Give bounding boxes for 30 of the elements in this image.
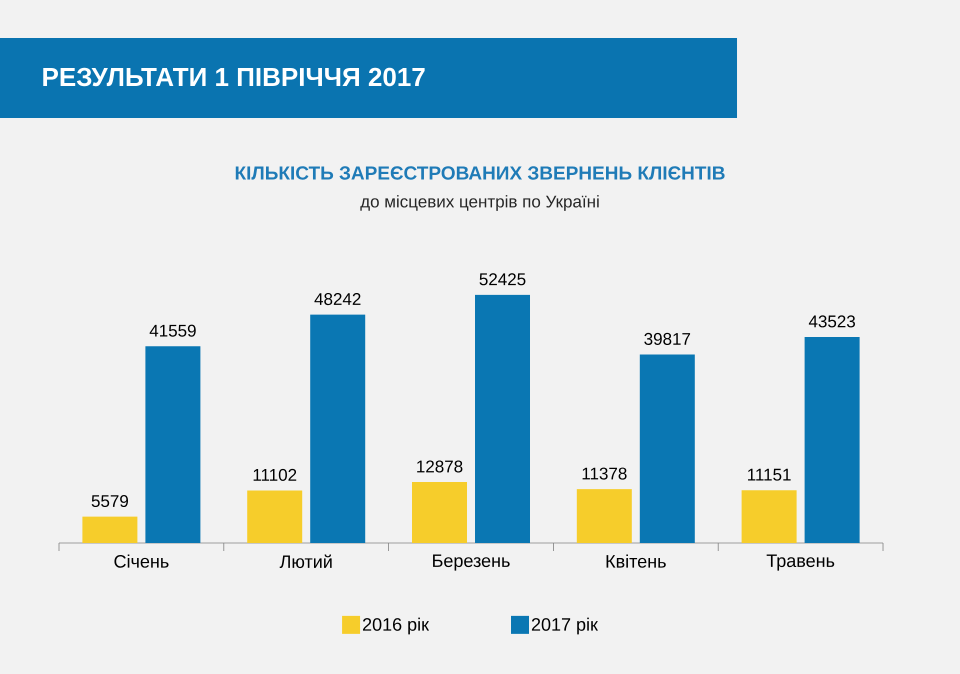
- x-tick-label: Травень: [766, 554, 834, 571]
- bar: [640, 354, 695, 543]
- x-tick-label: Березень: [433, 554, 510, 571]
- data-label: 39817: [644, 332, 690, 345]
- data-label: 41559: [150, 324, 196, 337]
- data-label: 11102: [254, 468, 296, 481]
- x-tick-label: Лютий: [280, 554, 332, 568]
- bar: [804, 336, 860, 543]
- bar: [145, 346, 200, 543]
- data-label: 52425: [480, 273, 526, 286]
- bar: [742, 490, 797, 543]
- data-label: 12878: [417, 460, 462, 473]
- bar: [576, 489, 632, 543]
- data-label: 5579: [92, 495, 128, 508]
- text: до місцевих центрів по Україні: [360, 195, 599, 211]
- data-label: 43523: [808, 315, 855, 328]
- bar: [412, 482, 468, 543]
- chart-subtitle: КІЛЬКІСТЬ ЗАРЕЄСТРОВАНИХ ЗВЕРНЕНЬ КЛІЄНТІВ: [236, 166, 725, 180]
- bar: [247, 490, 302, 543]
- x-tick-label: Квітень: [606, 554, 666, 568]
- data-label: 11378: [582, 468, 627, 480]
- x-tick-label: Січень: [114, 554, 169, 568]
- data-label: 11151: [748, 468, 791, 481]
- bar: [310, 314, 366, 543]
- bar: [475, 294, 530, 543]
- data-label: 48242: [314, 293, 360, 306]
- legend-label: 2017 рік: [532, 618, 598, 634]
- chart-title: РЕЗУЛЬТАТИ 1 ПІВРІЧЧЯ 2017: [43, 68, 425, 86]
- legend-label: 2016 рік: [362, 618, 430, 634]
- bar: [82, 516, 138, 543]
